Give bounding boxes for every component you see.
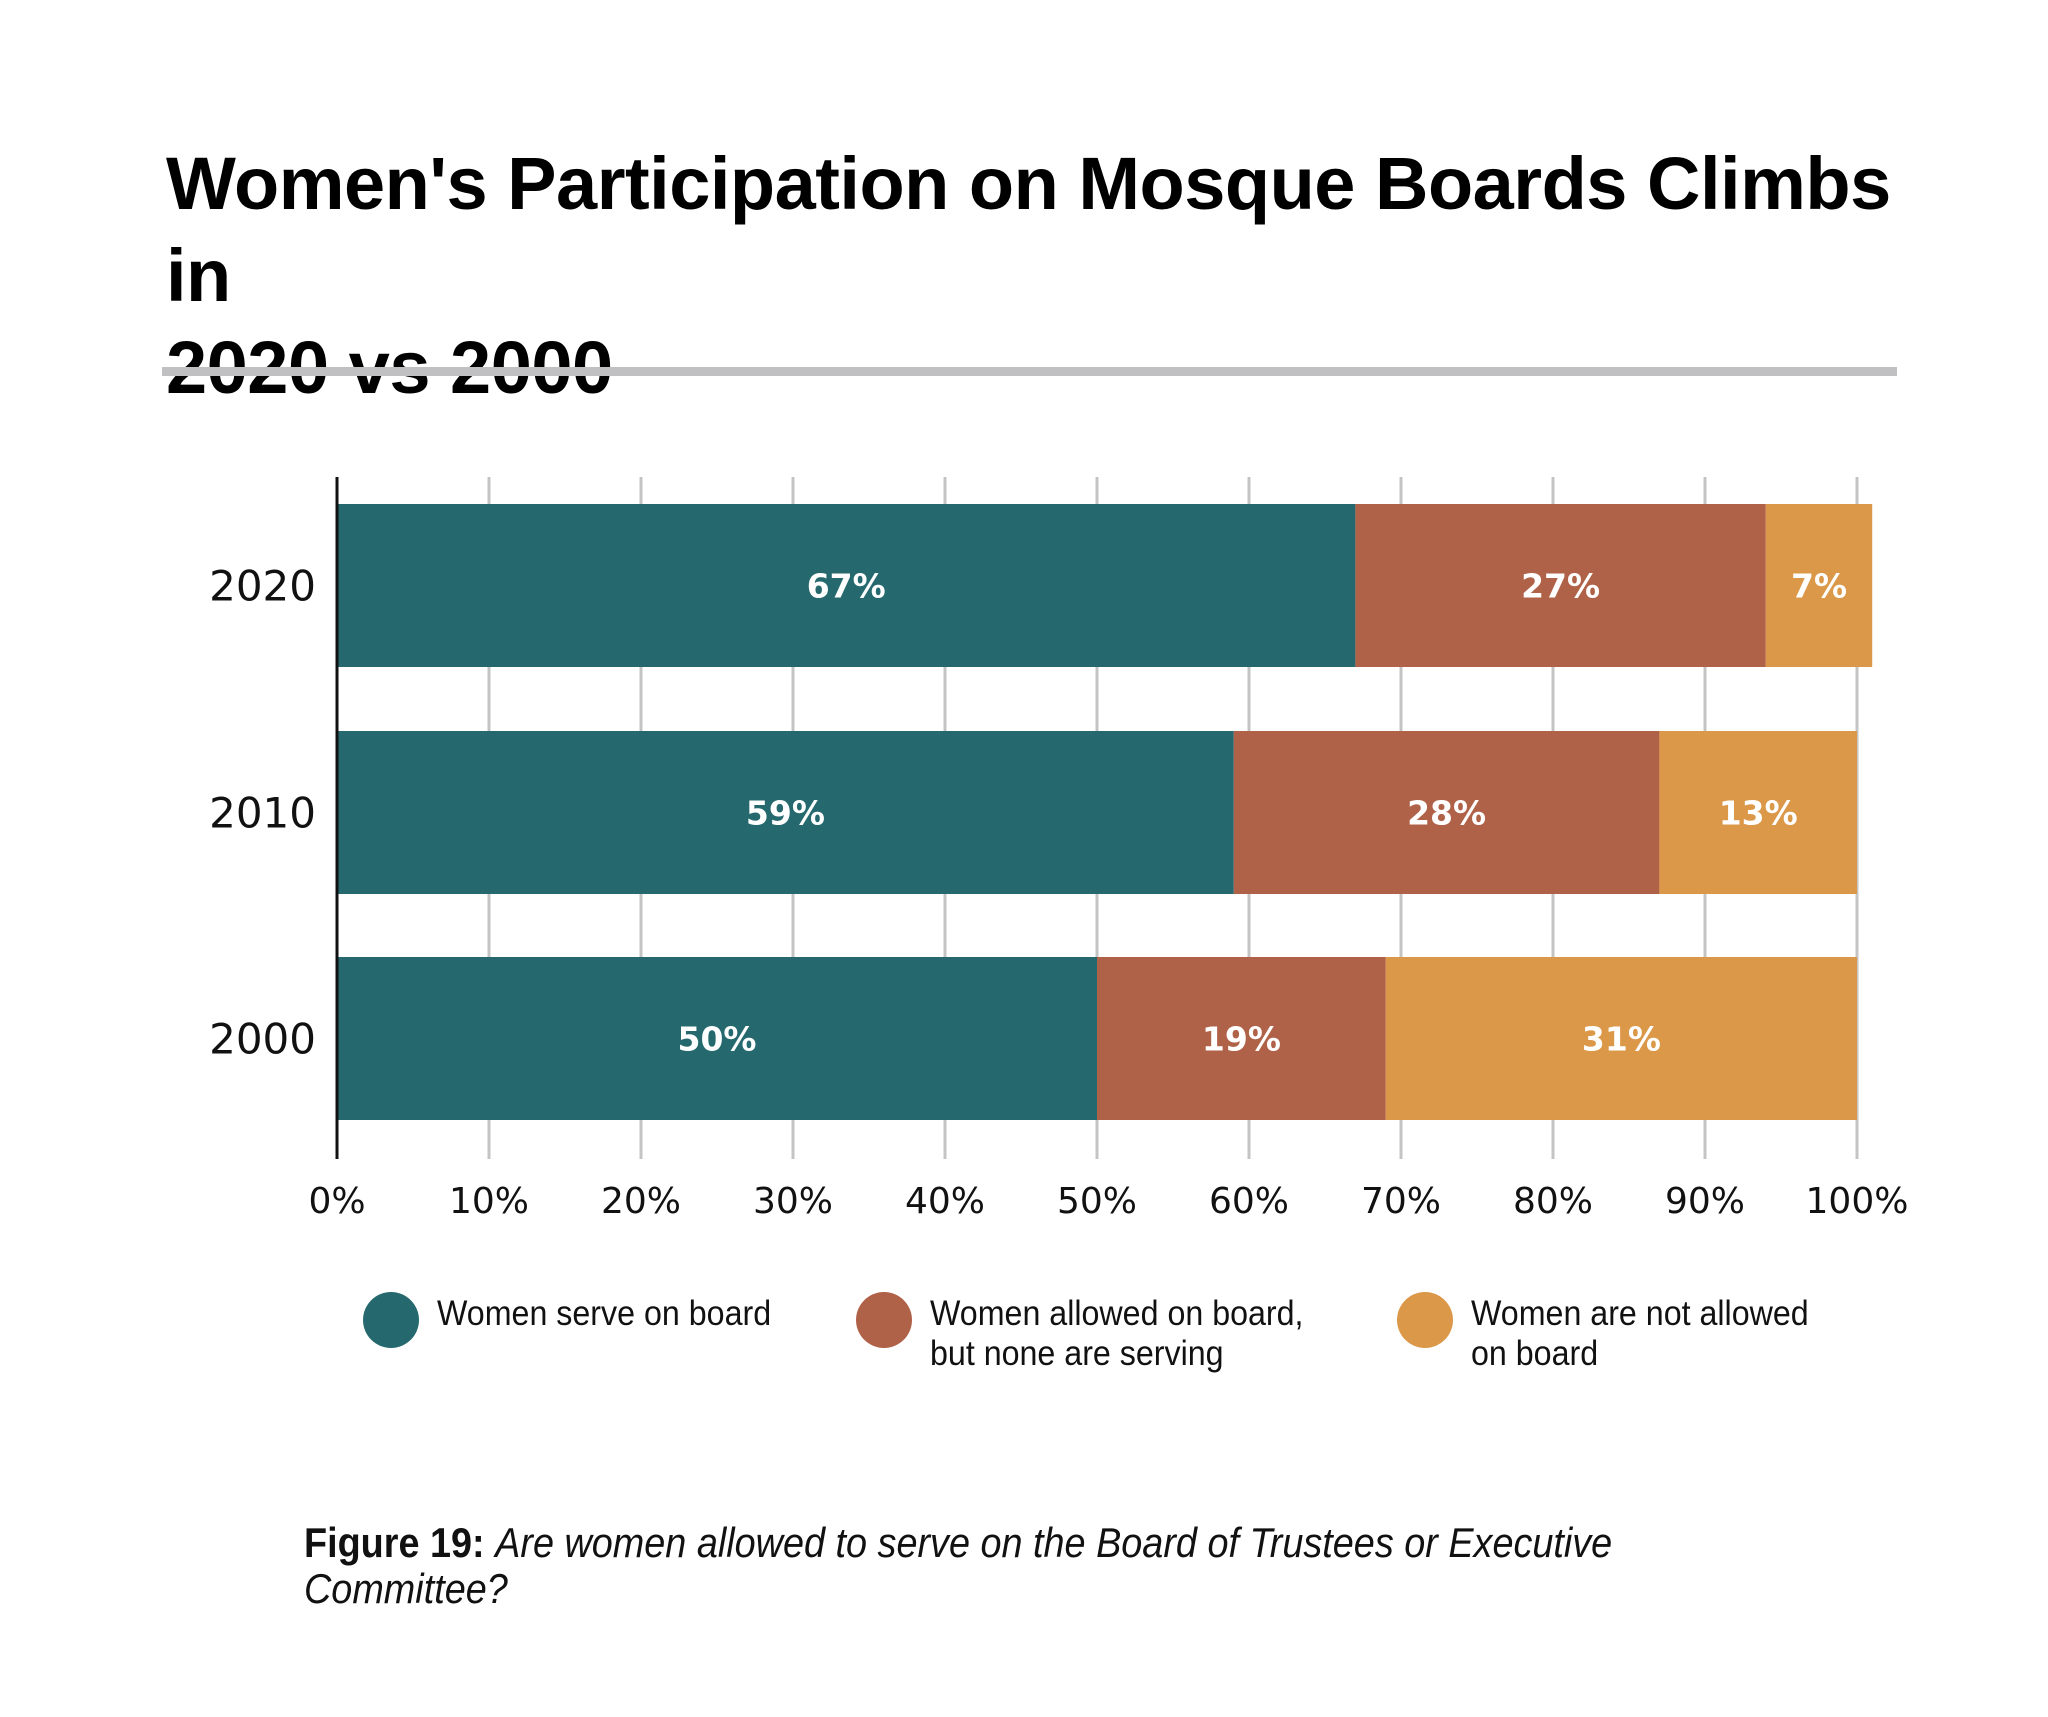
x-tick-label-20: 20% [601,1181,681,1222]
legend-item-allowed-none-serving: Women allowed on board, but none are ser… [856,1292,1336,1374]
legend-item-serve: Women serve on board [363,1292,800,1348]
y-category-label-2010: 2010 [209,789,316,838]
figure-caption-text: Are women allowed to serve on the Board … [304,1519,1613,1612]
bar-value-labels: 67% 27% 7% 59% 28% 13% 50% 19% 31% [678,567,1848,1059]
bar-label-2010-2: 13% [1719,794,1798,833]
x-tick-label-30: 30% [753,1181,833,1222]
legend-swatch-serve-icon [363,1292,419,1348]
chart-title-line-1: Women's Participation on Mosque Boards C… [166,142,1891,317]
y-category-label-2000: 2000 [209,1015,316,1064]
y-category-label-2020: 2020 [209,562,316,611]
x-tick-label-100: 100% [1806,1181,1909,1222]
bar-label-2020-0: 67% [807,567,886,606]
legend-swatch-allowed-icon [856,1292,912,1348]
bar-label-2000-2: 31% [1582,1020,1661,1059]
x-tick-label-40: 40% [905,1181,985,1222]
legend-label-allowed: Women allowed on board, but none are ser… [930,1294,1304,1373]
bar-segment-2010-0 [337,731,1234,894]
bar-label-2000-0: 50% [678,1020,757,1059]
bar-segment-2020-1 [1355,504,1766,667]
bar-segment-2010-1 [1233,731,1660,894]
x-tick-label-70: 70% [1361,1181,1441,1222]
x-tick-label-0: 0% [308,1181,365,1222]
bar-segment-2000-2 [1385,957,1857,1120]
legend-swatch-not-allowed-icon [1397,1292,1453,1348]
x-tick-label-10: 10% [449,1181,529,1222]
bar-label-2000-1: 19% [1202,1020,1281,1059]
legend-label-serve: Women serve on board [437,1294,772,1333]
bars [337,504,1873,1120]
bar-label-2010-0: 59% [746,794,825,833]
x-tick-label-60: 60% [1209,1181,1289,1222]
axes: 0% 10% 20% 30% 40% 50% 60% 70% 80% 90% 100% 2020 201… [209,477,1908,1222]
title-divider [162,367,1897,376]
bar-segment-2000-1 [1097,957,1386,1120]
x-tick-label-80: 80% [1513,1181,1593,1222]
bar-segment-2020-0 [337,504,1356,667]
bar-segment-2020-2 [1765,504,1873,667]
bar-segment-2010-2 [1659,731,1857,894]
x-tick-label-90: 90% [1665,1181,1745,1222]
figure-caption: Figure 19: Are women allowed to serve on… [304,1520,1789,1612]
bar-segment-2000-0 [337,957,1097,1120]
bar-label-2010-1: 28% [1407,794,1486,833]
x-tick-label-50: 50% [1057,1181,1137,1222]
bar-label-2020-2: 7% [1791,567,1847,606]
legend: Women serve on board Women allowed on bo… [0,1292,2048,1412]
legend-item-not-allowed: Women are not allowed on board [1397,1292,1838,1374]
bar-label-2020-1: 27% [1521,567,1600,606]
figure-caption-label: Figure 19: [304,1519,485,1566]
legend-label-not-allowed: Women are not allowed on board [1471,1294,1809,1373]
